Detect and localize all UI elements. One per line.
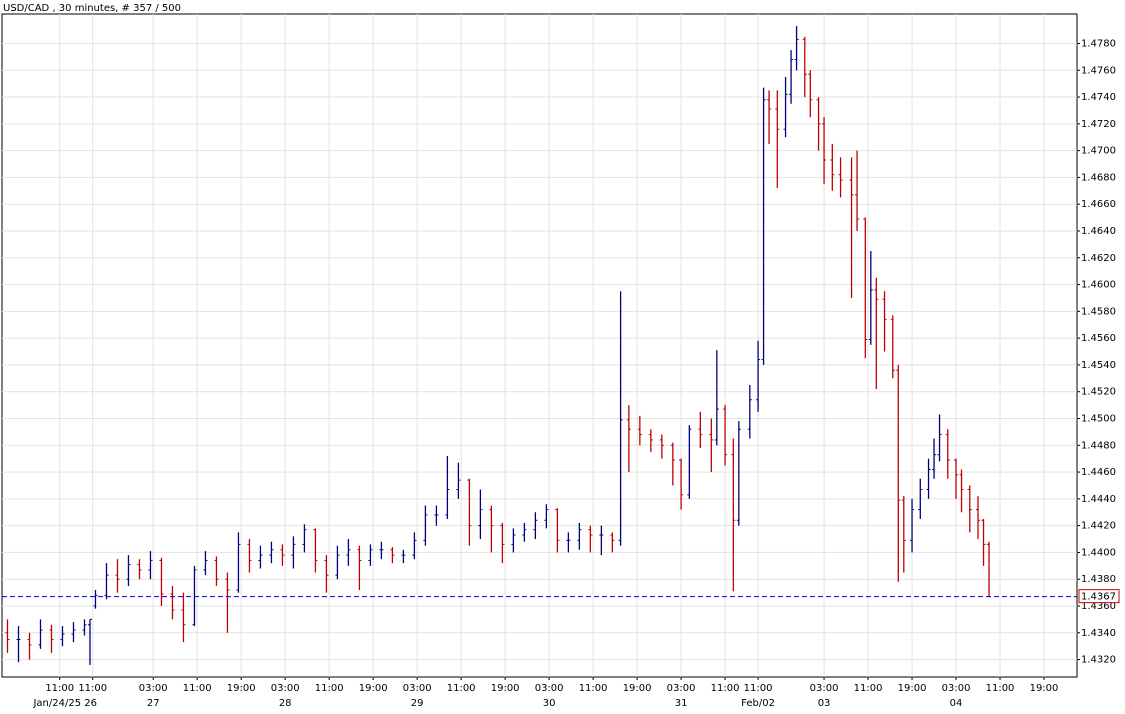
y-tick-label: 1.4480: [1081, 440, 1116, 451]
current-price-label: 1.4367: [1081, 592, 1116, 603]
x-tick-label: 03:00: [271, 683, 300, 694]
x-tick-label: 03:00: [810, 683, 839, 694]
x-tick-label: 11:00: [711, 683, 740, 694]
y-tick-label: 1.4320: [1081, 655, 1116, 666]
y-tick-label: 1.4400: [1081, 547, 1116, 558]
x-tick-label: 11:00: [744, 683, 773, 694]
x-tick-label: 11:00: [45, 683, 74, 694]
y-tick-label: 1.4740: [1081, 92, 1116, 103]
date-label: 27: [147, 698, 160, 709]
x-tick-label: 11:00: [579, 683, 608, 694]
y-tick-label: 1.4340: [1081, 628, 1116, 639]
x-tick-label: 11:00: [315, 683, 344, 694]
y-tick-label: 1.4600: [1081, 280, 1116, 291]
y-tick-label: 1.4640: [1081, 226, 1116, 237]
y-tick-label: 1.4720: [1081, 119, 1116, 130]
chart-title: USD/CAD , 30 minutes, # 357 / 500: [3, 3, 181, 14]
x-tick-label: 11:00: [447, 683, 476, 694]
date-label: 31: [675, 698, 688, 709]
x-tick-label: 11:00: [986, 683, 1015, 694]
x-tick-label: 19:00: [491, 683, 520, 694]
date-label: 28: [279, 698, 292, 709]
y-tick-label: 1.4660: [1081, 199, 1116, 210]
date-label: 29: [411, 698, 424, 709]
date-label: 04: [950, 698, 963, 709]
x-tick-label: 11:00: [78, 683, 107, 694]
date-label: 30: [543, 698, 556, 709]
y-tick-label: 1.4580: [1081, 306, 1116, 317]
x-tick-label: 03:00: [942, 683, 971, 694]
x-tick-label: 11:00: [854, 683, 883, 694]
date-label: Jan/24/25 26: [32, 698, 97, 709]
y-tick-label: 1.4560: [1081, 333, 1116, 344]
x-tick-label: 19:00: [359, 683, 388, 694]
x-tick-label: 19:00: [623, 683, 652, 694]
y-tick-label: 1.4380: [1081, 574, 1116, 585]
x-tick-label: 19:00: [898, 683, 927, 694]
x-tick-label: 19:00: [227, 683, 256, 694]
y-tick-label: 1.4520: [1081, 387, 1116, 398]
y-tick-label: 1.4780: [1081, 38, 1116, 49]
y-tick-label: 1.4680: [1081, 172, 1116, 183]
y-tick-label: 1.4540: [1081, 360, 1116, 371]
date-label: Feb/02: [741, 698, 775, 709]
x-tick-label: 19:00: [1030, 683, 1059, 694]
y-tick-label: 1.4440: [1081, 494, 1116, 505]
x-tick-label: 03:00: [403, 683, 432, 694]
y-tick-label: 1.4460: [1081, 467, 1116, 478]
x-tick-label: 03:00: [667, 683, 696, 694]
date-label: 03: [818, 698, 831, 709]
x-tick-label: 03:00: [139, 683, 168, 694]
y-tick-label: 1.4760: [1081, 65, 1116, 76]
current-price-box: [1078, 589, 1120, 604]
x-tick-label: 11:00: [183, 683, 212, 694]
x-tick-label: 03:00: [535, 683, 564, 694]
plot-frame: [1, 13, 1078, 678]
y-tick-label: 1.4700: [1081, 146, 1116, 157]
y-tick-label: 1.4360: [1081, 601, 1116, 612]
y-tick-label: 1.4420: [1081, 521, 1116, 532]
y-tick-label: 1.4620: [1081, 253, 1116, 264]
y-tick-label: 1.4500: [1081, 413, 1116, 424]
